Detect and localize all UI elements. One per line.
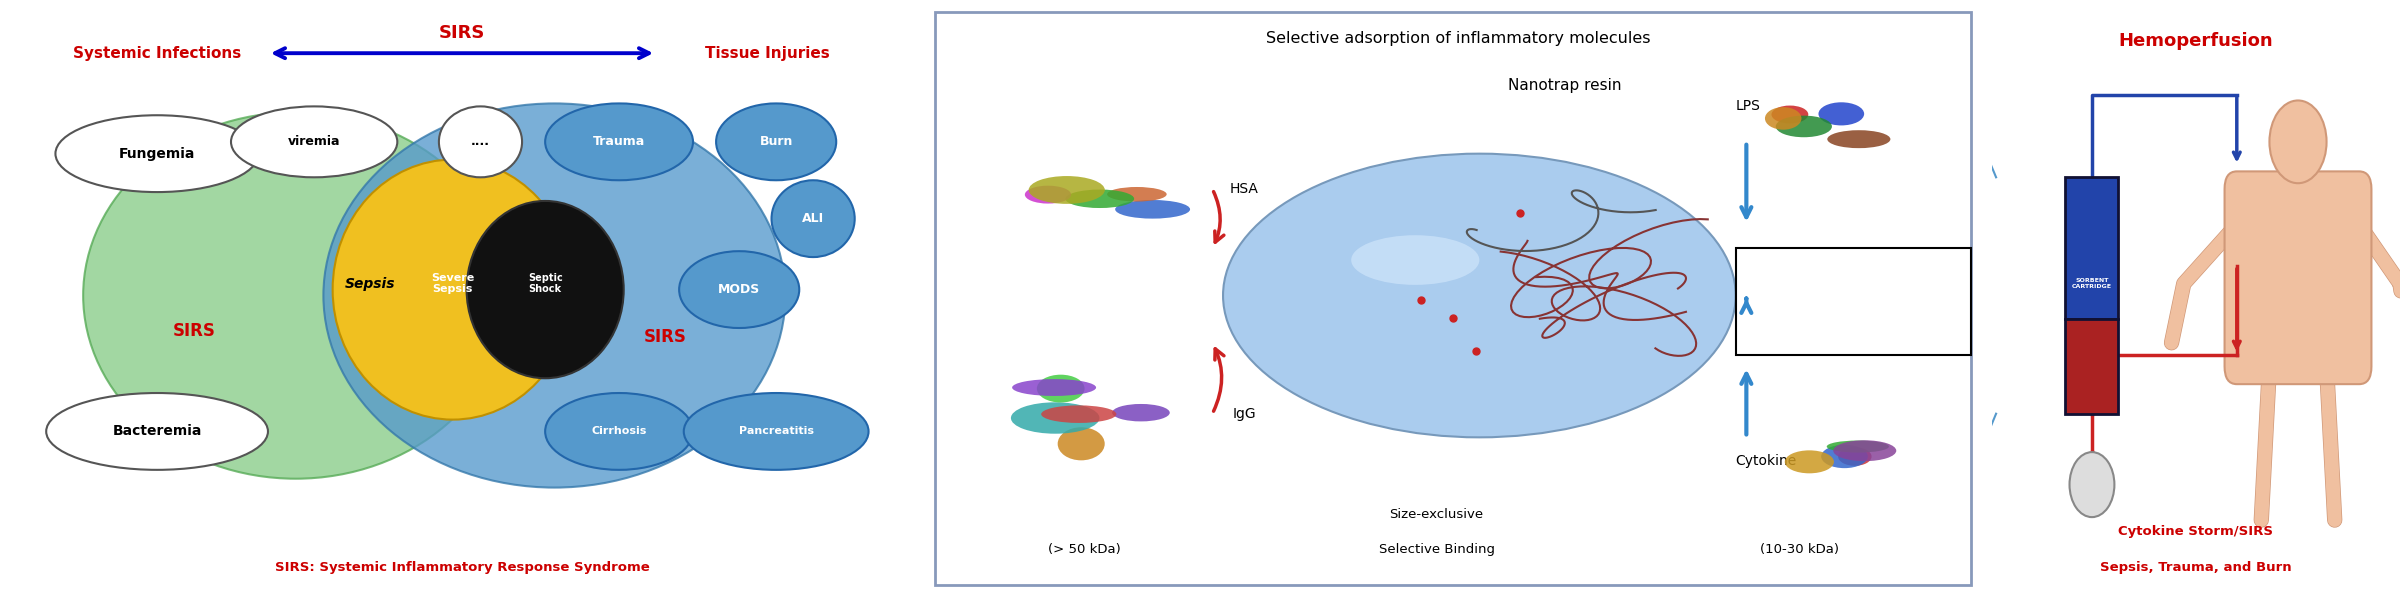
Text: SIRS: SIRS <box>439 24 485 41</box>
Text: SORBENT
CARTRIDGE: SORBENT CARTRIDGE <box>2071 278 2112 290</box>
Text: LPS: LPS <box>1735 99 1762 113</box>
Text: Sepsis: Sepsis <box>343 277 396 291</box>
Text: Selective adsorption of inflammatory molecules: Selective adsorption of inflammatory mol… <box>1265 31 1651 46</box>
Ellipse shape <box>545 393 694 470</box>
FancyBboxPatch shape <box>934 12 1970 585</box>
Text: Burn: Burn <box>758 135 792 148</box>
Text: viremia: viremia <box>288 135 341 148</box>
Text: Pancreatitis: Pancreatitis <box>739 427 814 436</box>
Ellipse shape <box>1066 190 1135 208</box>
Ellipse shape <box>55 115 259 192</box>
Ellipse shape <box>715 103 835 180</box>
Text: Cytokine Storm/SIRS: Cytokine Storm/SIRS <box>2119 525 2273 538</box>
Ellipse shape <box>1025 186 1070 203</box>
Text: Cirrhosis: Cirrhosis <box>590 427 646 436</box>
Ellipse shape <box>1834 440 1896 461</box>
Text: SIRS: SIRS <box>643 328 686 346</box>
Ellipse shape <box>1786 450 1834 473</box>
Ellipse shape <box>1042 405 1116 423</box>
Text: (10-30 kDa): (10-30 kDa) <box>1759 543 1838 556</box>
Ellipse shape <box>1010 402 1099 434</box>
Text: PAMPs: PAMPs <box>1831 279 1874 292</box>
Text: (> 50 kDa): (> 50 kDa) <box>1049 543 1121 556</box>
Ellipse shape <box>1058 427 1104 460</box>
Ellipse shape <box>334 160 574 420</box>
Ellipse shape <box>1771 106 1807 124</box>
FancyBboxPatch shape <box>2225 171 2371 384</box>
Ellipse shape <box>1822 445 1867 468</box>
Text: Septic
Shock: Septic Shock <box>528 273 562 294</box>
Ellipse shape <box>1764 107 1802 129</box>
Circle shape <box>2270 100 2326 183</box>
Ellipse shape <box>46 393 269 470</box>
Ellipse shape <box>1111 404 1169 421</box>
Ellipse shape <box>684 393 869 470</box>
Ellipse shape <box>1826 440 1889 453</box>
Text: SIRS: SIRS <box>173 322 216 340</box>
Text: Sepsis, Trauma, and Burn: Sepsis, Trauma, and Burn <box>2100 561 2292 574</box>
Ellipse shape <box>439 106 523 177</box>
Text: IgG: IgG <box>1234 407 1255 421</box>
Ellipse shape <box>1819 102 1865 125</box>
Text: MODS: MODS <box>718 283 761 296</box>
Text: Cytokine: Cytokine <box>1735 454 1798 468</box>
Ellipse shape <box>1106 187 1166 202</box>
Text: Bacteremia: Bacteremia <box>113 424 202 439</box>
Ellipse shape <box>770 180 854 257</box>
Ellipse shape <box>1013 379 1097 396</box>
Text: ....: .... <box>470 135 490 148</box>
Text: Selective Binding: Selective Binding <box>1378 543 1495 556</box>
Ellipse shape <box>1351 235 1478 285</box>
Ellipse shape <box>1037 375 1085 402</box>
Text: Severe
Sepsis: Severe Sepsis <box>432 273 475 294</box>
Circle shape <box>1224 154 1735 437</box>
Text: Tissue Injuries: Tissue Injuries <box>706 46 830 61</box>
Text: Trauma: Trauma <box>593 135 646 148</box>
Ellipse shape <box>324 103 785 488</box>
Ellipse shape <box>1776 116 1831 137</box>
Text: SIRS: Systemic Inflammatory Response Syndrome: SIRS: Systemic Inflammatory Response Syn… <box>274 561 650 574</box>
Ellipse shape <box>466 201 624 378</box>
Circle shape <box>2069 452 2114 517</box>
Ellipse shape <box>545 103 694 180</box>
Text: Nanotrap resin: Nanotrap resin <box>1507 78 1622 93</box>
Ellipse shape <box>1838 447 1872 466</box>
Text: Fungemia: Fungemia <box>120 147 194 161</box>
Text: Systemic Infections: Systemic Infections <box>72 46 242 61</box>
Text: DAMPs: DAMPs <box>1831 314 1877 327</box>
Ellipse shape <box>84 112 509 479</box>
Text: ALI: ALI <box>802 212 823 225</box>
Text: Size-exclusive: Size-exclusive <box>1390 508 1483 521</box>
Ellipse shape <box>1030 176 1104 204</box>
Ellipse shape <box>1116 200 1190 219</box>
Ellipse shape <box>679 251 799 328</box>
Text: HSA: HSA <box>1229 182 1260 196</box>
Ellipse shape <box>230 106 398 177</box>
FancyBboxPatch shape <box>2066 319 2119 414</box>
FancyBboxPatch shape <box>1735 248 1970 355</box>
FancyBboxPatch shape <box>2282 160 2314 201</box>
Ellipse shape <box>1826 130 1891 148</box>
FancyBboxPatch shape <box>2066 177 2119 319</box>
Text: Hemoperfusion: Hemoperfusion <box>2119 33 2273 50</box>
